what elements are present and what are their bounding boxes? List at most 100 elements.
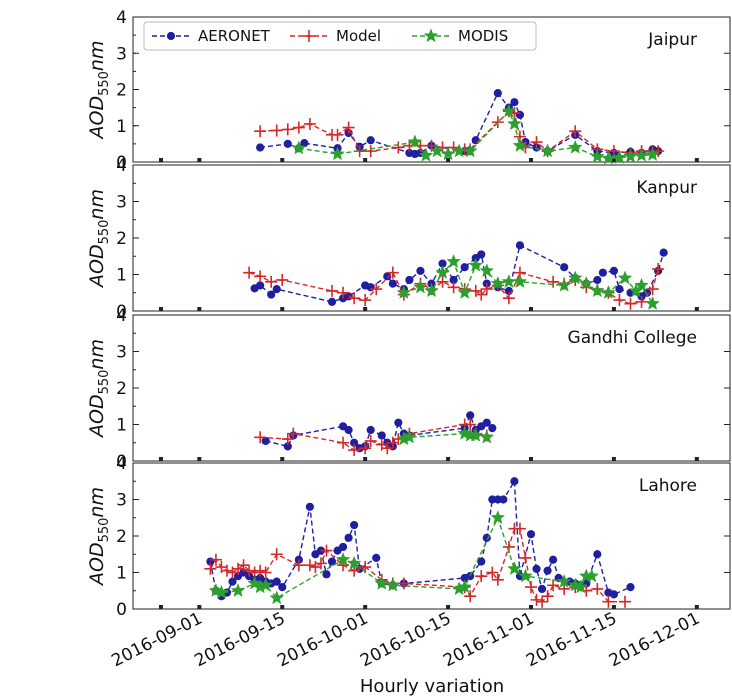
- data-point: [618, 595, 631, 608]
- data-point: [243, 266, 256, 279]
- data-point: [292, 121, 305, 134]
- data-point: [258, 577, 273, 592]
- data-point: [513, 522, 526, 535]
- legend-entry-model: Model: [290, 27, 381, 45]
- y-tick-label: 4: [116, 306, 127, 326]
- y-axis-label: AOD550nm: [86, 41, 112, 141]
- data-point: [569, 125, 582, 138]
- data-point: [283, 139, 292, 148]
- data-point: [416, 266, 425, 275]
- x-tick: [280, 605, 285, 609]
- data-point: [446, 254, 461, 268]
- legend-marker: [423, 28, 439, 43]
- series-modis: [291, 103, 660, 165]
- data-point: [303, 117, 316, 130]
- location-label: Lahore: [639, 476, 697, 496]
- y-tick-label: 0: [116, 153, 127, 173]
- data-point: [468, 427, 484, 442]
- data-point: [645, 147, 660, 161]
- data-point: [377, 431, 386, 440]
- data-point: [541, 590, 554, 603]
- y-axis-label: AOD550nm: [86, 487, 112, 587]
- data-point: [598, 268, 607, 277]
- data-point: [394, 418, 403, 427]
- data-point: [385, 577, 401, 592]
- data-point: [364, 145, 377, 158]
- y-tick-label: 2: [116, 229, 127, 249]
- y-tick-label: 2: [116, 81, 127, 101]
- x-tick: [446, 457, 451, 461]
- data-point: [532, 564, 541, 573]
- y-tick-label: 0: [116, 302, 127, 322]
- panels-group: 01234AOD550nmJaipur01234AOD550nmKanpur01…: [86, 8, 731, 620]
- data-point: [609, 590, 619, 599]
- data-point: [526, 530, 536, 539]
- data-point: [540, 143, 555, 158]
- x-tick: [280, 457, 285, 461]
- y-tick-label: 3: [116, 44, 127, 64]
- data-point: [475, 288, 488, 301]
- data-point: [480, 283, 493, 296]
- data-point: [613, 294, 626, 307]
- x-tick: [611, 158, 616, 162]
- data-point: [374, 575, 390, 590]
- data-point: [440, 146, 456, 161]
- data-point: [515, 241, 525, 250]
- y-tick-label: 1: [116, 564, 127, 584]
- data-point: [237, 559, 250, 572]
- data-point: [303, 559, 316, 572]
- data-point: [507, 116, 522, 131]
- data-point: [272, 285, 281, 294]
- data-point: [510, 98, 519, 107]
- data-point: [254, 125, 267, 138]
- data-point: [259, 566, 272, 579]
- data-point: [491, 573, 504, 586]
- data-point: [314, 557, 327, 570]
- x-tick: [529, 307, 533, 311]
- y-tick-label: 4: [116, 454, 127, 474]
- data-point: [418, 147, 434, 162]
- data-point: [624, 297, 637, 310]
- data-point: [327, 297, 337, 306]
- y-tick-label: 3: [116, 343, 127, 363]
- location-label: Kanpur: [636, 178, 697, 198]
- data-point: [601, 285, 616, 299]
- data-point: [560, 263, 569, 272]
- x-tick: [197, 605, 202, 609]
- y-axis-label: AOD550nm: [86, 189, 112, 289]
- x-tick: [529, 158, 533, 162]
- data-point: [612, 149, 627, 164]
- data-point: [381, 442, 394, 455]
- data-point: [490, 510, 506, 524]
- data-point: [556, 573, 572, 588]
- data-point: [547, 275, 560, 288]
- legend-marker: [166, 31, 176, 41]
- legend-entry-modis: MODIS: [412, 27, 508, 45]
- data-point: [501, 103, 517, 118]
- data-point: [276, 273, 289, 286]
- data-point: [609, 266, 619, 275]
- data-point: [464, 590, 477, 603]
- x-tick: [197, 307, 202, 311]
- data-point: [228, 577, 237, 586]
- x-tick: [446, 158, 451, 162]
- data-point: [338, 542, 348, 552]
- data-point: [584, 568, 600, 583]
- data-point: [615, 285, 624, 294]
- y-tick-label: 2: [116, 527, 127, 547]
- data-point: [396, 285, 412, 299]
- data-point: [204, 562, 217, 575]
- data-point: [626, 583, 635, 592]
- legend-entry-aeronet: AERONET: [152, 27, 271, 45]
- data-point: [617, 270, 633, 285]
- data-point: [462, 143, 478, 158]
- data-point: [331, 128, 344, 141]
- data-point: [486, 566, 499, 579]
- location-label: Jaipur: [647, 30, 697, 50]
- data-point: [424, 283, 439, 298]
- data-point: [547, 579, 560, 592]
- data-point: [530, 136, 543, 149]
